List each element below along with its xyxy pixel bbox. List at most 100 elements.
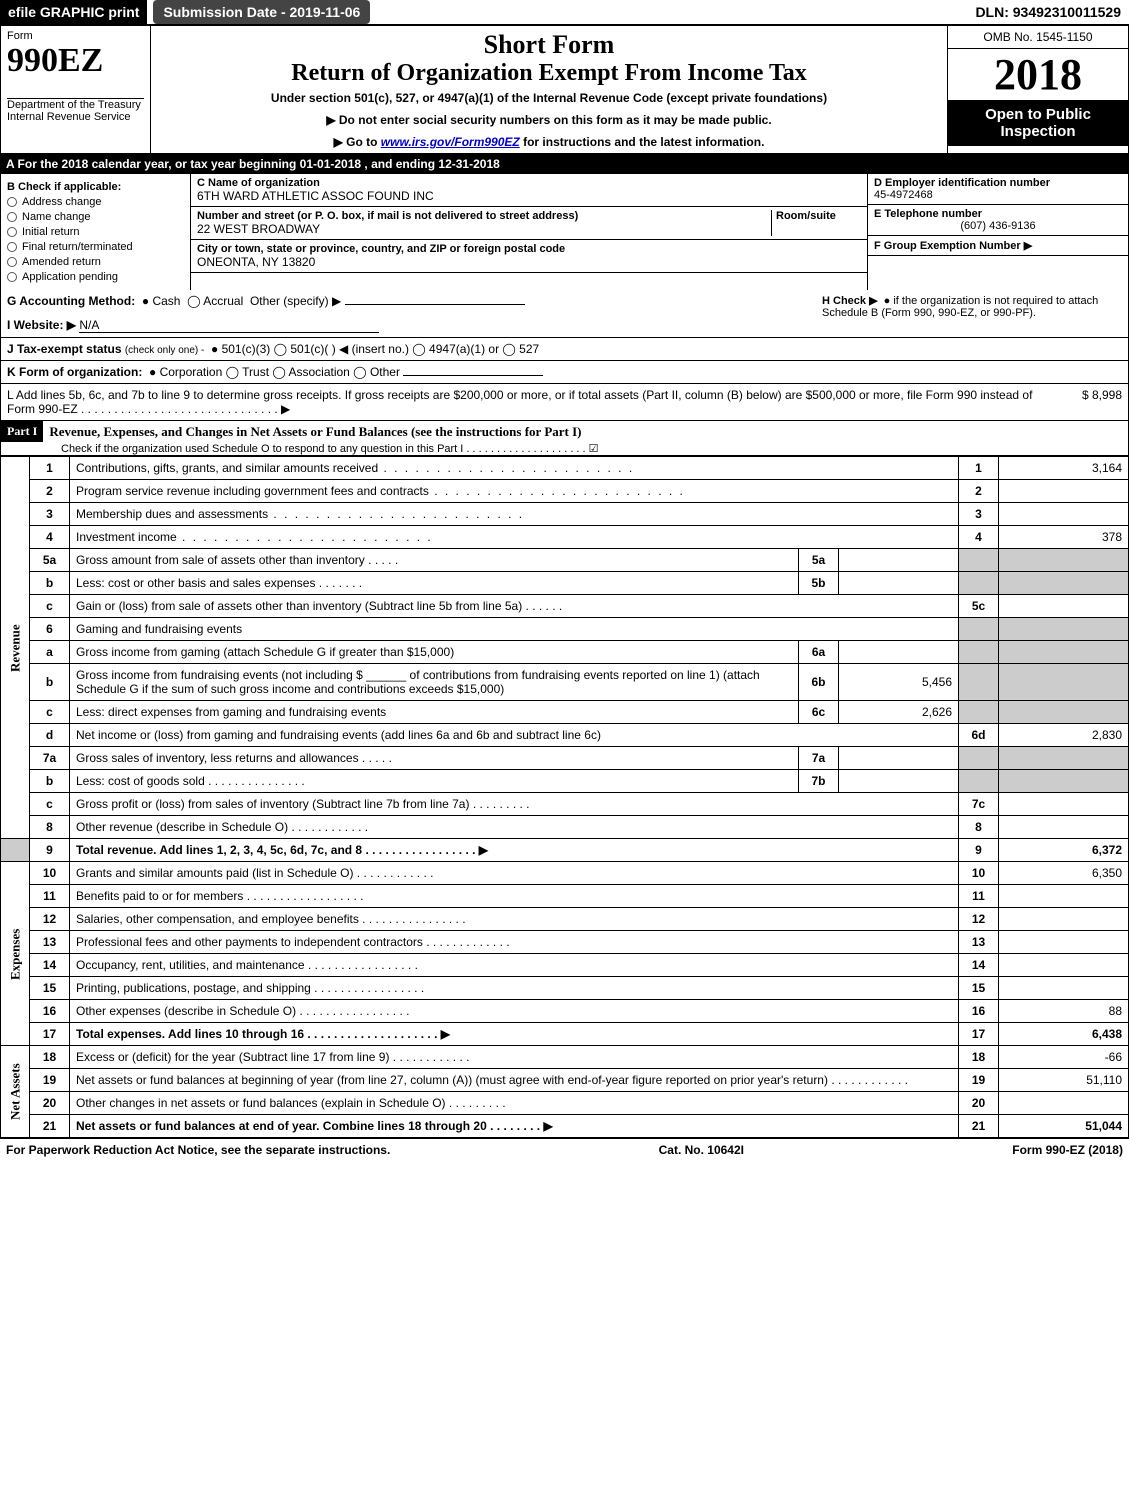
part-1-sub: Check if the organization used Schedule … (1, 442, 1128, 455)
line-15: 15 Printing, publications, postage, and … (1, 977, 1129, 1000)
dln-label: DLN: 93492310011529 (975, 4, 1129, 20)
line-12: 12 Salaries, other compensation, and emp… (1, 908, 1129, 931)
room-label: Room/suite (776, 210, 861, 222)
public-inspection-badge: Open to Public Inspection (948, 100, 1128, 146)
row-h-label: H Check ▶ (822, 295, 878, 307)
check-address-change[interactable]: Address change (7, 196, 184, 208)
checkbox-icon[interactable] (7, 257, 17, 267)
line-7c: c Gross profit or (loss) from sales of i… (1, 793, 1129, 816)
title-main: Return of Organization Exempt From Incom… (157, 60, 941, 87)
info-grid: B Check if applicable: Address change Na… (0, 174, 1129, 290)
dept-irs: Internal Revenue Service (7, 111, 144, 123)
period-begin: 01-01-2018 (300, 157, 361, 171)
revenue-label: Revenue (1, 457, 30, 839)
org-name: 6TH WARD ATHLETIC ASSOC FOUND INC (197, 189, 861, 203)
line-17: 17 Total expenses. Add lines 10 through … (1, 1023, 1129, 1046)
city-label: City or town, state or province, country… (197, 243, 861, 255)
check-amended-return[interactable]: Amended return (7, 256, 184, 268)
footer-right: Form 990-EZ (2018) (1012, 1143, 1123, 1157)
part-1-badge: Part I (1, 421, 43, 442)
check-name-change[interactable]: Name change (7, 211, 184, 223)
g-other[interactable]: Other (specify) ▶ (250, 294, 341, 308)
omb-number: OMB No. 1545-1150 (948, 26, 1128, 49)
g-accrual[interactable]: Accrual (203, 294, 243, 308)
line-8: 8 Other revenue (describe in Schedule O)… (1, 816, 1129, 839)
line-6a: a Gross income from gaming (attach Sched… (1, 641, 1129, 664)
row-j-options[interactable]: 501(c)(3) ◯ 501(c)( ) ◀ (insert no.) ◯ 4… (222, 342, 540, 356)
footer-mid: Cat. No. 10642I (659, 1143, 744, 1157)
period-bar: A For the 2018 calendar year, or tax yea… (0, 154, 1129, 174)
form-word: Form (7, 30, 144, 42)
part-1-title: Revenue, Expenses, and Changes in Net As… (43, 424, 581, 440)
efile-badge[interactable]: efile GRAPHIC print (0, 0, 147, 24)
ein-value: 45-4972468 (874, 189, 1122, 201)
line-14: 14 Occupancy, rent, utilities, and maint… (1, 954, 1129, 977)
checkbox-icon[interactable] (7, 212, 17, 222)
goto-post: for instructions and the latest informat… (520, 135, 765, 149)
tel-label: E Telephone number (874, 208, 1122, 220)
row-j: J Tax-exempt status (check only one) - ●… (0, 338, 1129, 361)
line-11: 11 Benefits paid to or for members . . .… (1, 885, 1129, 908)
row-i-label: I Website: ▶ (7, 318, 76, 332)
checkbox-icon[interactable] (7, 242, 17, 252)
form-number: 990EZ (7, 42, 144, 80)
submission-date-button[interactable]: Submission Date - 2019-11-06 (153, 0, 370, 24)
section-c: C Name of organization 6TH WARD ATHLETIC… (191, 174, 868, 290)
row-k-label: K Form of organization: (7, 365, 142, 379)
line-21: 21 Net assets or fund balances at end of… (1, 1115, 1129, 1138)
check-application-pending[interactable]: Application pending (7, 271, 184, 283)
addr-label: Number and street (or P. O. box, if mail… (197, 210, 771, 222)
line-6d: d Net income or (loss) from gaming and f… (1, 724, 1129, 747)
org-city: ONEONTA, NY 13820 (197, 255, 861, 269)
line-4: 4 Investment income 4 378 (1, 526, 1129, 549)
line-2: 2 Program service revenue including gove… (1, 480, 1129, 503)
check-initial-return[interactable]: Initial return (7, 226, 184, 238)
period-end: 12-31-2018 (438, 157, 499, 171)
row-j-note: (check only one) - (125, 345, 204, 356)
line-20: 20 Other changes in net assets or fund b… (1, 1092, 1129, 1115)
checkbox-icon[interactable] (7, 197, 17, 207)
row-k: K Form of organization: ● Corporation ◯ … (0, 361, 1129, 384)
line-3: 3 Membership dues and assessments 3 (1, 503, 1129, 526)
line-7b: b Less: cost of goods sold . . . . . . .… (1, 770, 1129, 793)
expenses-label: Expenses (1, 862, 30, 1046)
line-9: 9 Total revenue. Add lines 1, 2, 3, 4, 5… (1, 839, 1129, 862)
section-b: B Check if applicable: Address change Na… (1, 174, 191, 290)
row-g-h: G Accounting Method: ● Cash ◯ Accrual Ot… (0, 290, 1129, 338)
line-7a: 7a Gross sales of inventory, less return… (1, 747, 1129, 770)
line-5a: 5a Gross amount from sale of assets othe… (1, 549, 1129, 572)
group-exemption-label: F Group Exemption Number ▶ (874, 239, 1122, 252)
checkbox-icon[interactable] (7, 227, 17, 237)
checkbox-icon[interactable] (7, 272, 17, 282)
footer: For Paperwork Reduction Act Notice, see … (0, 1138, 1129, 1161)
period-mid: , and ending (364, 157, 438, 171)
line-6c: c Less: direct expenses from gaming and … (1, 701, 1129, 724)
section-def: D Employer identification number 45-4972… (868, 174, 1128, 290)
row-g-label: G Accounting Method: (7, 294, 135, 308)
top-bar: efile GRAPHIC print Submission Date - 20… (0, 0, 1129, 25)
tel-value: (607) 436-9136 (874, 220, 1122, 232)
website-value: N/A (79, 318, 379, 333)
netassets-label: Net Assets (1, 1046, 30, 1138)
org-address: 22 WEST BROADWAY (197, 222, 771, 236)
tax-year: 2018 (948, 49, 1128, 100)
org-name-label: C Name of organization (197, 177, 861, 189)
line-5c: c Gain or (loss) from sale of assets oth… (1, 595, 1129, 618)
line-18: Net Assets 18 Excess or (deficit) for th… (1, 1046, 1129, 1069)
goto-pre: ▶ Go to (334, 135, 381, 149)
line-6: 6 Gaming and fundraising events (1, 618, 1129, 641)
section-b-title: B Check if applicable: (7, 181, 184, 193)
row-k-options[interactable]: Corporation ◯ Trust ◯ Association ◯ Othe… (160, 365, 400, 379)
row-l-text: L Add lines 5b, 6c, and 7b to line 9 to … (7, 388, 1042, 416)
line-1: Revenue 1 Contributions, gifts, grants, … (1, 457, 1129, 480)
lines-table: Revenue 1 Contributions, gifts, grants, … (0, 456, 1129, 1138)
warning-ssn: ▶ Do not enter social security numbers o… (157, 113, 941, 127)
title-short-form: Short Form (157, 30, 941, 60)
row-l: L Add lines 5b, 6c, and 7b to line 9 to … (0, 384, 1129, 421)
line-19: 19 Net assets or fund balances at beginn… (1, 1069, 1129, 1092)
row-j-label: J Tax-exempt status (7, 342, 122, 356)
g-cash[interactable]: Cash (152, 294, 180, 308)
irs-link[interactable]: www.irs.gov/Form990EZ (381, 135, 520, 149)
line-13: 13 Professional fees and other payments … (1, 931, 1129, 954)
check-final-return[interactable]: Final return/terminated (7, 241, 184, 253)
